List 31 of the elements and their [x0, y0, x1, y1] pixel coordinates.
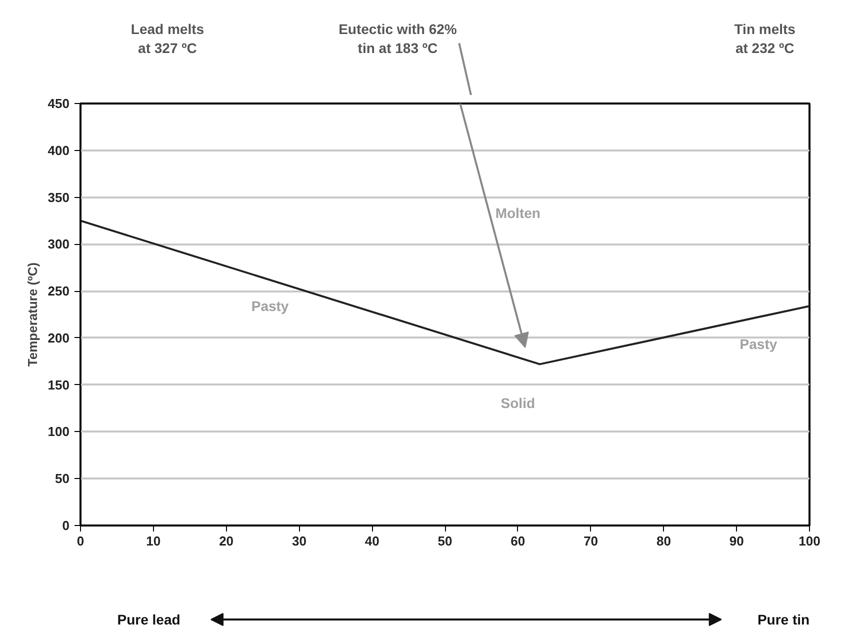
- y-tick-label: 250: [48, 284, 70, 299]
- x-tick-label: 10: [146, 534, 161, 548]
- y-tick-label: 100: [48, 424, 70, 440]
- y-tick-label: 150: [48, 377, 70, 392]
- y-tick-label: 300: [48, 236, 70, 252]
- annotation: Pasty: [251, 298, 289, 314]
- x-tick-label: 40: [364, 534, 380, 548]
- y-tick-label: 350: [48, 190, 70, 205]
- x-tick-label: 90: [729, 534, 744, 548]
- y-tick-label: 400: [48, 142, 70, 158]
- y-tick-label: 50: [55, 471, 70, 486]
- x-tick-label: 60: [510, 534, 526, 548]
- y-axis-title: Temperature (ºC): [24, 262, 40, 367]
- text: Pure lead: [117, 612, 180, 628]
- text: Eutectic with 62% tin at 183 ºC: [338, 20, 458, 56]
- y-tick-label: 450: [48, 96, 70, 111]
- y-tick-label: 0: [62, 518, 70, 533]
- text: Tin melts at 232 ºC: [734, 20, 796, 56]
- annotation: Solid: [500, 395, 536, 412]
- x-tick-label: 80: [656, 534, 671, 548]
- annotation: Pasty: [740, 336, 778, 352]
- x-tick-label: 0: [76, 534, 84, 548]
- text: Lead melts at 327 ºC: [130, 20, 204, 56]
- x-tick-label: 70: [584, 534, 598, 548]
- annotation: Molten: [495, 205, 540, 222]
- x-tick-label: 100: [798, 534, 820, 548]
- text: Pure tin: [757, 612, 810, 628]
- x-tick-label: 20: [219, 534, 234, 548]
- y-tick-label: 200: [48, 330, 70, 346]
- x-tick-label: 50: [438, 534, 452, 548]
- x-tick-label: 30: [292, 534, 306, 548]
